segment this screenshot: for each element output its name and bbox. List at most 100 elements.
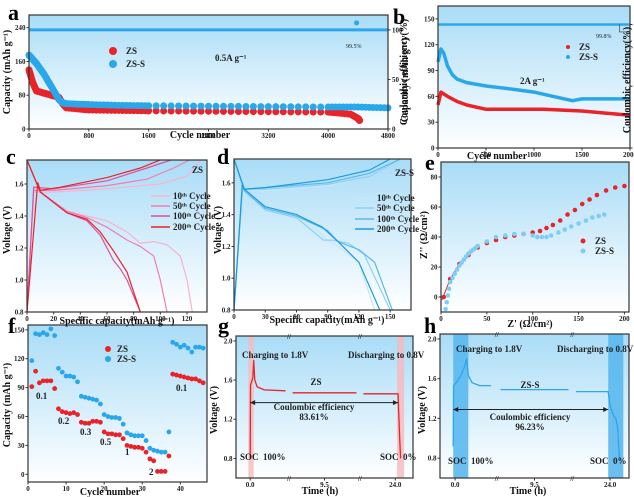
a-point-zs [356,117,364,125]
a-point-zss [279,103,287,111]
c-discharge-3 [27,160,141,312]
d-curves [234,159,401,310]
f-xtick-label: 40 [177,485,185,493]
d-title: ZS-S [395,168,414,178]
c-ytick-label: 1.0 [15,277,24,285]
f-point-zss [170,339,176,345]
a-point-zss [145,102,153,110]
panel-label-e: e [425,150,435,175]
a-point-zss [264,103,272,111]
f-point-zs [143,449,149,455]
a-xtick-label: 4000 [321,132,336,140]
f-point-zs [174,372,179,378]
f-point-zs [139,445,145,451]
h-ytick-label: 0.8 [428,455,437,463]
d-xtick-label: 120 [354,313,365,321]
f-point-zs [97,419,103,425]
a-y2tick-label: 0 [392,126,396,134]
a-point-zss [272,103,280,111]
f-xtick-label: 10 [63,485,71,493]
d-ytick-label: 1.0 [222,275,231,283]
f-point-zss [139,433,145,439]
f-point-zs [193,376,198,382]
d-xtick-label: 0 [232,313,236,321]
g-discharge-band [397,336,405,478]
f-point-zs [147,456,153,462]
f-point-zss [181,342,187,348]
f-point-zss [189,349,195,355]
f-point-zs [155,469,160,474]
e-point-zss [583,218,589,223]
d-ylabel: Voltage (V) [213,206,224,254]
h-ce-arrow-head-left [453,406,459,412]
f-point-zs [132,444,138,450]
h-plot-background [440,334,629,478]
f-point-zss [44,332,50,338]
f-rate-1: 0.2 [58,416,70,426]
c-ytick-label: 1.6 [15,181,24,189]
a-rate-label: 0.5A g⁻¹ [215,53,247,63]
h-discharging-label: Discharging to 0.8V [557,344,634,354]
a-point-zs [145,107,153,115]
a-point-zs [272,108,280,116]
f-point-zss [101,412,107,417]
b-legend-marker-zss [566,55,570,59]
f-rate-5: 2 [149,467,154,477]
d-ytick-label: 1.4 [222,211,231,219]
e-point-zs [594,192,600,198]
a-point-zss [219,102,227,110]
c-ytick-label: 1.2 [15,245,24,253]
f-point-zs [78,419,84,425]
a-point-zss [167,102,175,110]
a-point-zs [317,108,325,116]
f-rate-0: 0.1 [36,391,48,401]
f-point-zss [82,394,88,400]
a-ytick-label: 80 [19,92,27,100]
g-axis-break-top: // [357,333,363,341]
f-point-zs [128,443,134,449]
f-point-zs [109,431,115,437]
b-ylabel: Capacity (mAh g⁻¹) [400,38,411,122]
f-plot-frame [27,324,208,483]
g-ce-label: Coulombic efficiency [274,402,355,412]
f-point-zs [67,411,73,417]
a-y2tick-label: 100 [392,26,403,34]
g-charge-curve [249,359,286,459]
b-series-zss [436,47,630,103]
e-point-zss [446,286,452,292]
h-ylabel: Voltage (V) [417,386,428,434]
e-point-zss [548,233,554,238]
e-point-zss [493,234,499,240]
a-ytick-label: 0 [22,126,26,134]
f-point-zs [59,409,65,415]
f-point-zs [56,406,61,412]
a-xlabel: Cycle number [170,130,231,141]
e-point-zss [601,212,607,217]
f-point-zss [113,415,118,420]
a-point-zs [309,108,317,116]
f-point-zss [124,430,130,436]
a-point-zss [249,103,257,111]
f-point-zss [56,365,61,371]
a-point-zss [160,102,168,110]
g-ytick-label: 1.6 [224,377,233,385]
f-point-zss [155,448,160,454]
e-point-zss [475,243,480,249]
d-ytick-label: 0.8 [222,307,231,315]
f-point-zs [113,432,118,438]
c-legend-100: 100ᵗʰ Cycle [173,211,215,221]
e-ytick-label: 60 [431,204,439,212]
a-point-zs [205,107,212,115]
a-ylabel: Capacity (mAh g⁻¹) [2,30,13,114]
e-point-zss [596,213,602,219]
f-point-zss [147,445,153,451]
e-point-zs [544,225,549,231]
d-plot-frame [233,158,412,311]
f-point-zs [63,410,69,416]
d-xtick-label: 60 [293,313,301,321]
e-point-zs [622,183,627,189]
b-ytick-label: 30 [428,119,436,127]
c-ylabel: Voltage (V) [2,206,13,254]
a-point-zs [152,107,160,115]
f-point-zss [109,415,115,420]
